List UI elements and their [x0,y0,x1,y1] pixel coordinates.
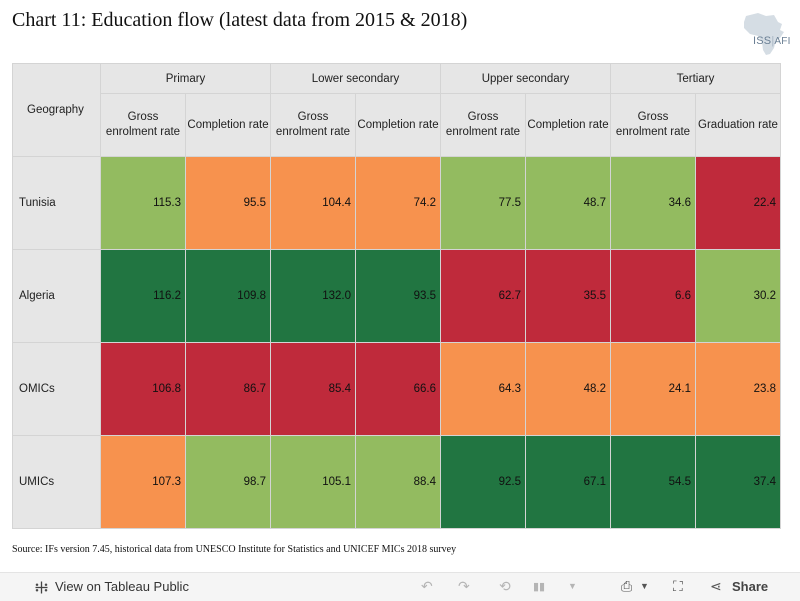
africa-map-icon [744,13,784,55]
heatmap-cell[interactable]: 107.3 [100,435,186,529]
heatmap-cell[interactable]: 62.7 [440,249,526,343]
heatmap-cell[interactable]: 54.5 [610,435,696,529]
group-header: Primary [100,63,271,94]
heatmap-cell[interactable]: 35.5 [525,249,611,343]
heatmap-cell[interactable]: 64.3 [440,342,526,436]
heatmap-cell[interactable]: 48.7 [525,156,611,250]
undo-icon[interactable]: ↶ [421,578,433,594]
heatmap-cell[interactable]: 92.5 [440,435,526,529]
heatmap-cell[interactable]: 48.2 [525,342,611,436]
row-label: OMICs [12,342,101,436]
heatmap-cell[interactable]: 109.8 [185,249,271,343]
tableau-toolbar: View on Tableau Public ↶ ↷ ⟲ ▮▮ ▼ ⎙ ▼ ⛶ … [0,572,800,601]
heatmap-cell[interactable]: 74.2 [355,156,441,250]
column-header: Gross enrolment rate [100,93,186,157]
heatmap-cell[interactable]: 34.6 [610,156,696,250]
column-header: Gross enrolment rate [440,93,526,157]
row-label: Algeria [12,249,101,343]
chart-title: Chart 11: Education flow (latest data fr… [12,9,468,31]
column-header: Completion rate [185,93,271,157]
view-on-tableau-link[interactable]: View on Tableau Public [55,579,189,594]
share-icon[interactable]: ⋖ [710,578,722,594]
heatmap-cell[interactable]: 93.5 [355,249,441,343]
download-icon[interactable]: ⎙ [621,578,633,594]
heatmap-cell[interactable]: 132.0 [270,249,356,343]
heatmap-cell[interactable]: 116.2 [100,249,186,343]
heatmap-cell[interactable]: 115.3 [100,156,186,250]
table-row: OMICs 106.8 86.7 85.4 66.6 64.3 48.2 24.1 23.8 [12,342,781,436]
row-header-label: Geography [12,63,101,157]
heatmap-cell[interactable]: 104.4 [270,156,356,250]
heatmap-cell[interactable]: 98.7 [185,435,271,529]
group-header: Lower secondary [270,63,441,94]
group-header: Tertiary [610,63,781,94]
heatmap-cell[interactable]: 30.2 [695,249,781,343]
heatmap-cell[interactable]: 77.5 [440,156,526,250]
chevron-down-icon[interactable]: ▼ [640,581,649,591]
heatmap-cell[interactable]: 105.1 [270,435,356,529]
heatmap-cell[interactable]: 85.4 [270,342,356,436]
heatmap-cell[interactable]: 6.6 [610,249,696,343]
redo-icon[interactable]: ↷ [458,578,470,594]
share-button[interactable]: Share [732,579,769,594]
heatmap-cell[interactable]: 67.1 [525,435,611,529]
tableau-logo-icon [35,581,48,594]
heatmap-cell[interactable]: 24.1 [610,342,696,436]
column-header: Graduation rate [695,93,781,157]
fullscreen-icon[interactable]: ⛶ [673,578,683,594]
revert-icon[interactable]: ⟲ [499,578,511,594]
column-header: Completion rate [525,93,611,157]
group-header: Upper secondary [440,63,611,94]
heatmap-cell[interactable]: 23.8 [695,342,781,436]
heatmap-cell[interactable]: 88.4 [355,435,441,529]
source-note: Source: IFs version 7.45, historical dat… [12,544,457,555]
heatmap-cell[interactable]: 66.6 [355,342,441,436]
heatmap-cell[interactable]: 86.7 [185,342,271,436]
chevron-down-icon[interactable]: ▼ [568,581,577,591]
row-label: Tunisia [12,156,101,250]
row-label: UMICs [12,435,101,529]
table-row: Algeria 116.2 109.8 132.0 93.5 62.7 35.5 6.6 30.… [12,249,781,343]
pause-icon[interactable]: ▮▮ [533,581,546,593]
table-row: UMICs 107.3 98.7 105.1 88.4 92.5 67.1 54.5 37.4 [12,435,781,529]
column-header: Gross enrolment rate [270,93,356,157]
heatmap-cell[interactable]: 95.5 [185,156,271,250]
heatmap-cell[interactable]: 37.4 [695,435,781,529]
heatmap-cell[interactable]: 22.4 [695,156,781,250]
column-header: Completion rate [355,93,441,157]
logo-text: ISS|AFI [753,35,791,47]
column-header: Gross enrolment rate [610,93,696,157]
heatmap-table: Geography Primary Lower secondary Upper … [12,63,781,529]
heatmap-cell[interactable]: 106.8 [100,342,186,436]
table-row: Tunisia 115.3 95.5 104.4 74.2 77.5 48.7 34.6 22.… [12,156,781,250]
